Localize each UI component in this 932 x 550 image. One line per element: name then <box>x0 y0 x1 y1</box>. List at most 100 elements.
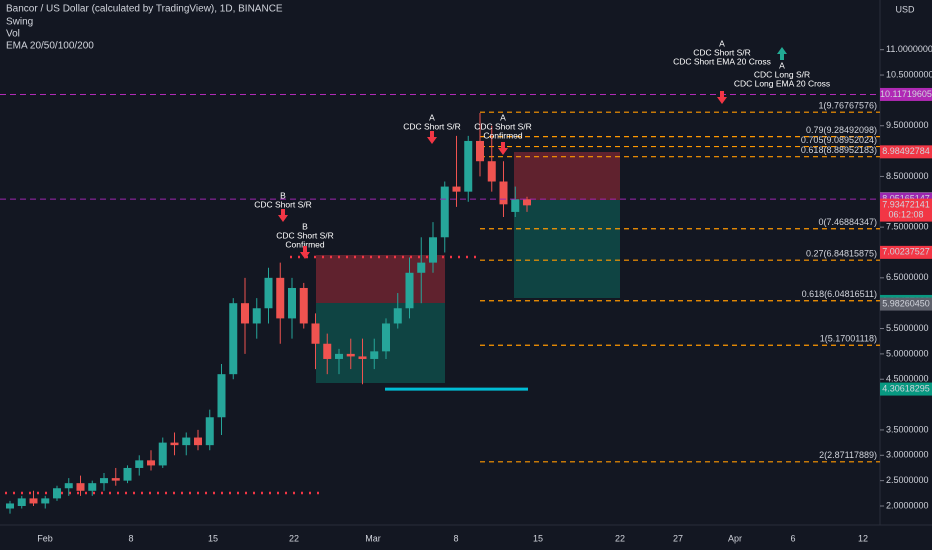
y-tick-label: 3.5000000 <box>886 424 929 434</box>
candle-body <box>147 460 155 466</box>
x-tick-label: 8 <box>128 533 133 543</box>
candle-body <box>17 498 26 506</box>
price-tag-timer: 06:12:08 <box>888 209 923 219</box>
y-tick-label: 3.0000000 <box>886 450 929 460</box>
arrow-up <box>777 47 787 60</box>
chart-title: Bancor / US Dollar (calculated by Tradin… <box>6 3 283 14</box>
annotation: A <box>779 60 785 70</box>
fib-label: 0.79(9.28492098) <box>806 125 877 135</box>
x-tick-label: 22 <box>289 533 299 543</box>
price-tag <box>880 198 932 222</box>
y-tick-label: 2.5000000 <box>886 475 929 485</box>
fib-label: 1(9.76767576) <box>818 101 877 111</box>
candle-body <box>523 199 531 206</box>
y-tick-label: 8.5000000 <box>886 171 929 181</box>
annotation: CDC Short S/R <box>403 121 461 131</box>
candle-body <box>100 478 108 484</box>
candle-body <box>111 478 120 481</box>
annotation: CDC Short S/R <box>474 121 532 131</box>
annotation: CDC Short S/R <box>276 230 334 240</box>
candle-body <box>170 442 179 446</box>
price-tag <box>880 245 932 259</box>
candle-body <box>346 353 355 357</box>
x-tick-label: Feb <box>37 533 53 543</box>
candle-body <box>405 272 414 309</box>
candle-body <box>440 186 449 238</box>
x-tick-label: 12 <box>858 533 868 543</box>
candle-body <box>182 437 191 446</box>
candle-body <box>64 483 73 489</box>
price-tag-label: 7.00237527 <box>882 247 930 257</box>
price-tag <box>880 145 932 159</box>
x-tick-label: 15 <box>208 533 218 543</box>
reward-box <box>514 200 620 298</box>
annotation: CDC Short EMA 20 Cross <box>673 56 771 66</box>
fib-label: 0.618(8.88952183) <box>801 145 877 155</box>
x-tick-label: Apr <box>728 533 742 543</box>
fib-label: 2(2.87117889) <box>819 450 877 460</box>
candle-body <box>323 343 332 359</box>
annotation: A <box>500 112 506 122</box>
price-tag-label: 10.11719605 <box>880 89 932 99</box>
annotation: CDC Short S/R <box>254 199 312 209</box>
reward-box <box>316 303 445 383</box>
price-tag-label: 5.98260450 <box>882 298 930 308</box>
annotation: Confirmed <box>285 239 324 249</box>
annotation: Confirmed <box>483 130 522 140</box>
candle-body <box>487 161 496 182</box>
annotation: A <box>719 38 725 48</box>
y-tick-label: 9.5000000 <box>886 120 929 130</box>
arrow-down <box>717 91 727 104</box>
candle-body <box>452 186 461 192</box>
candle-body <box>158 442 167 466</box>
candle-body <box>194 437 202 446</box>
candle-body <box>358 356 367 359</box>
y-tick-label: 5.0000000 <box>886 348 929 358</box>
fib-label: 1(5.17001118) <box>820 334 877 344</box>
x-tick-label: 27 <box>673 533 683 543</box>
x-tick-label: 22 <box>615 533 625 543</box>
y-tick-label: 2.0000000 <box>886 500 929 510</box>
candle-body <box>393 308 402 324</box>
candle-body <box>335 353 343 359</box>
price-tag-label: 7.93472141 <box>882 199 930 209</box>
candle-body <box>264 277 273 309</box>
candle-body <box>29 498 38 504</box>
y-tick-label: 11.0000000 <box>886 44 932 54</box>
y-tick-label: 6.5000000 <box>886 272 929 282</box>
y-tick-label: 5.5000000 <box>886 323 929 333</box>
price-tag <box>880 87 932 101</box>
indicator: Swing <box>6 16 33 27</box>
x-tick-label: Mar <box>365 533 381 543</box>
x-tick-label: 8 <box>453 533 458 543</box>
candle-body <box>123 467 132 481</box>
indicator: Vol <box>6 28 20 39</box>
candle-body <box>417 262 426 273</box>
annotation: CDC Short S/R <box>693 47 751 57</box>
price-tag <box>880 297 932 311</box>
candle-body <box>511 199 520 212</box>
fib-label: 0(7.46884347) <box>818 217 877 227</box>
arrow-down <box>427 131 437 144</box>
candle-body <box>6 503 14 509</box>
annotation: B <box>302 221 308 231</box>
candle-body <box>88 483 97 491</box>
candle-body <box>476 140 484 162</box>
price-tag <box>880 382 932 396</box>
price-tag-label: 4.30618295 <box>882 383 930 393</box>
candle-body <box>370 351 379 359</box>
fib-label: 0.618(6.04816511) <box>802 289 877 299</box>
candle-body <box>429 237 437 263</box>
candle-body <box>217 374 226 418</box>
candle-body <box>464 140 473 192</box>
candle-body <box>229 303 238 375</box>
candle-body <box>53 488 61 499</box>
x-tick-label: 15 <box>533 533 543 543</box>
candle-body <box>76 483 85 491</box>
fib-label: 0.27(6.84815875) <box>806 249 877 259</box>
candle-body <box>252 308 261 324</box>
candle-body <box>205 417 214 446</box>
price-tag-label: 8.98492784 <box>882 146 930 156</box>
arrow-down <box>300 246 310 259</box>
